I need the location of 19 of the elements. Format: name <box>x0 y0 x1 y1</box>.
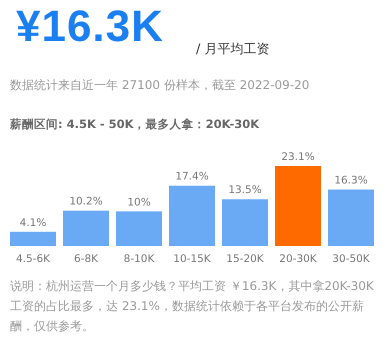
data-label: 4.1% <box>20 216 46 229</box>
annotation: 薪酬区间: 4.5K - 50K，最多人拿：20K-30K <box>10 117 260 132</box>
data-label: 10% <box>127 196 151 208</box>
x-tick-label: 6-8K <box>74 253 100 265</box>
x-tick-label: 20-30K <box>279 253 318 265</box>
data-label: 16.3% <box>334 174 368 187</box>
x-tick-label: 15-20K <box>226 253 265 265</box>
data-label: 10.2% <box>69 196 103 208</box>
annotation: 说明：杭州运营一个月多少钱？平均工资 ￥16.3K，其中拿20K-30K 工资的占比最多，达 23.1%，数据统计依赖于各平台发布的公开薪酬，仅供参考。 <box>10 278 375 335</box>
x-tick-label: 4.5-6K <box>16 253 52 265</box>
x-tick-label: 8-10K <box>124 253 156 265</box>
x-tick-label: 30-50K <box>332 253 371 265</box>
data-label: 13.5% <box>228 184 262 196</box>
data-label: 23.1% <box>281 151 315 163</box>
data-label: 17.4% <box>175 170 209 183</box>
annotation: 数据统计来自近一年 27100 份样本，截至 2022-09-20 <box>10 77 310 94</box>
subtitle: / 月平均工资 <box>196 41 270 58</box>
x-tick-label: 10-15K <box>173 253 212 265</box>
title: ¥16.3K <box>16 2 164 52</box>
